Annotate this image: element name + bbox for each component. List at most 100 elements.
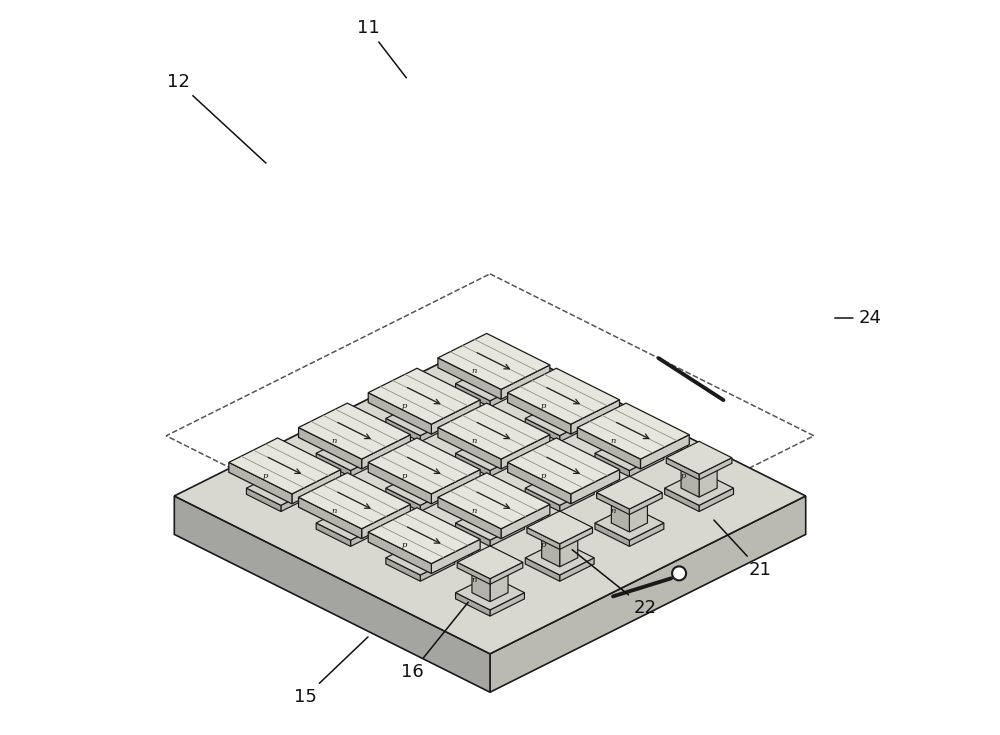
- Polygon shape: [490, 492, 523, 514]
- Polygon shape: [457, 492, 490, 514]
- Polygon shape: [629, 423, 662, 445]
- Polygon shape: [457, 354, 490, 375]
- Polygon shape: [525, 401, 594, 436]
- Polygon shape: [681, 463, 699, 497]
- Polygon shape: [351, 498, 369, 532]
- Polygon shape: [597, 423, 629, 445]
- Polygon shape: [368, 508, 480, 564]
- Polygon shape: [432, 462, 472, 488]
- Polygon shape: [281, 488, 315, 512]
- Polygon shape: [490, 423, 523, 445]
- Polygon shape: [292, 462, 333, 488]
- Polygon shape: [351, 523, 385, 546]
- Polygon shape: [666, 441, 732, 474]
- Polygon shape: [560, 488, 594, 512]
- Polygon shape: [472, 548, 479, 557]
- Polygon shape: [472, 420, 508, 437]
- Polygon shape: [577, 403, 689, 459]
- Polygon shape: [432, 528, 479, 552]
- Polygon shape: [542, 374, 548, 383]
- Polygon shape: [525, 558, 560, 581]
- Circle shape: [672, 567, 686, 581]
- Polygon shape: [456, 576, 524, 610]
- Polygon shape: [595, 523, 629, 546]
- Polygon shape: [611, 429, 629, 462]
- Polygon shape: [527, 441, 592, 474]
- Polygon shape: [527, 372, 592, 404]
- Polygon shape: [490, 453, 524, 477]
- Polygon shape: [490, 496, 806, 692]
- Polygon shape: [597, 492, 629, 514]
- Polygon shape: [629, 453, 664, 477]
- Polygon shape: [292, 470, 341, 504]
- Polygon shape: [386, 401, 455, 436]
- Polygon shape: [666, 458, 699, 480]
- Polygon shape: [368, 532, 431, 573]
- Polygon shape: [571, 459, 618, 482]
- Text: n: n: [471, 368, 477, 375]
- Polygon shape: [611, 409, 618, 418]
- Polygon shape: [560, 388, 592, 410]
- Polygon shape: [542, 524, 578, 542]
- Polygon shape: [420, 458, 453, 480]
- Polygon shape: [456, 592, 490, 616]
- Polygon shape: [402, 444, 409, 453]
- Text: p: p: [402, 542, 407, 549]
- Polygon shape: [431, 470, 480, 504]
- Polygon shape: [386, 488, 420, 512]
- Text: 11: 11: [357, 19, 406, 78]
- Polygon shape: [402, 463, 420, 497]
- Text: n: n: [611, 437, 616, 445]
- Polygon shape: [456, 523, 490, 546]
- Polygon shape: [595, 436, 664, 470]
- Polygon shape: [420, 394, 438, 428]
- Polygon shape: [490, 592, 524, 616]
- Polygon shape: [681, 444, 688, 453]
- Text: p: p: [402, 402, 407, 410]
- Polygon shape: [457, 423, 490, 445]
- Text: 21: 21: [714, 520, 771, 579]
- Polygon shape: [508, 438, 620, 494]
- Polygon shape: [472, 498, 490, 532]
- Polygon shape: [420, 528, 453, 549]
- Text: n: n: [332, 506, 337, 514]
- Polygon shape: [542, 384, 578, 403]
- Polygon shape: [490, 568, 508, 602]
- Polygon shape: [571, 389, 618, 412]
- Polygon shape: [472, 350, 508, 368]
- Polygon shape: [316, 523, 351, 546]
- Polygon shape: [229, 438, 341, 494]
- Polygon shape: [641, 427, 681, 453]
- Text: n: n: [471, 576, 477, 584]
- Text: n: n: [471, 437, 477, 445]
- Polygon shape: [490, 562, 523, 584]
- Polygon shape: [388, 511, 453, 544]
- Polygon shape: [542, 514, 548, 523]
- Polygon shape: [362, 427, 402, 453]
- Polygon shape: [472, 429, 490, 462]
- Polygon shape: [490, 384, 524, 407]
- Polygon shape: [316, 453, 351, 477]
- Polygon shape: [368, 392, 431, 434]
- Polygon shape: [318, 423, 351, 445]
- Polygon shape: [490, 523, 524, 546]
- Polygon shape: [318, 492, 351, 514]
- Polygon shape: [457, 337, 523, 370]
- Polygon shape: [490, 359, 508, 392]
- Polygon shape: [501, 434, 550, 469]
- Polygon shape: [525, 418, 560, 442]
- Polygon shape: [699, 463, 717, 497]
- Polygon shape: [432, 392, 472, 418]
- Polygon shape: [472, 479, 479, 488]
- Polygon shape: [420, 418, 455, 442]
- Polygon shape: [386, 471, 455, 506]
- Polygon shape: [527, 528, 560, 549]
- Polygon shape: [263, 454, 299, 473]
- Text: 16: 16: [401, 602, 468, 681]
- Polygon shape: [362, 424, 409, 448]
- Polygon shape: [432, 532, 472, 557]
- Polygon shape: [388, 441, 453, 474]
- Polygon shape: [299, 497, 362, 539]
- Polygon shape: [611, 420, 647, 437]
- Polygon shape: [299, 473, 410, 528]
